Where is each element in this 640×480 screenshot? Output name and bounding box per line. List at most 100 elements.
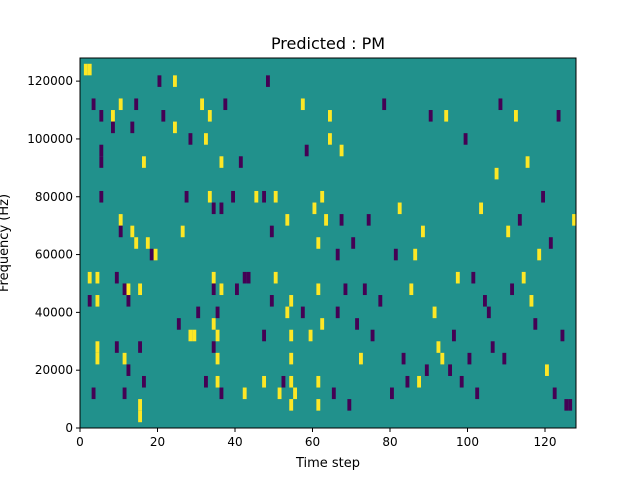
heatmap-cell <box>91 387 96 400</box>
heatmap-cell <box>114 341 119 353</box>
heatmap-cell <box>436 341 441 353</box>
y-tick-label: 100000 <box>27 132 73 146</box>
chart-title: Predicted : PM <box>271 34 385 53</box>
heatmap-cell <box>215 352 220 365</box>
heatmap-cell <box>514 110 518 122</box>
heatmap-cell <box>281 375 286 388</box>
heatmap-cell <box>475 387 480 400</box>
heatmap-cell <box>289 399 294 411</box>
heatmap-cell <box>142 375 146 388</box>
heatmap-cell <box>300 98 305 111</box>
x-tick-label: 40 <box>227 435 242 449</box>
heatmap-cell <box>444 110 449 122</box>
heatmap-cell <box>91 98 96 111</box>
heatmap-cell <box>122 352 127 365</box>
heatmap-cell <box>498 98 503 111</box>
heatmap-cell <box>126 364 131 376</box>
heatmap-cell <box>95 271 100 284</box>
heatmap-cell <box>378 295 383 307</box>
heatmap-cell <box>157 75 162 87</box>
heatmap-cell <box>87 63 92 76</box>
heatmap-cell <box>122 283 127 296</box>
heatmap-cell <box>316 399 321 411</box>
heatmap-cell <box>316 237 321 249</box>
heatmap-cell <box>359 352 363 365</box>
heatmap-cell <box>308 329 313 342</box>
heatmap-cell <box>479 202 484 215</box>
heatmap-cells <box>83 63 577 423</box>
heatmap-cell <box>486 306 491 319</box>
y-tick-label: 120000 <box>27 74 73 88</box>
heatmap-cell <box>138 283 143 296</box>
heatmap-cell <box>188 133 193 145</box>
heatmap-cell <box>126 283 131 296</box>
x-axis: 0 20 40 60 80 100 120 <box>76 428 556 449</box>
heatmap-cell <box>285 306 290 319</box>
heatmap-cell <box>188 329 193 342</box>
x-tick-label: 0 <box>76 435 84 449</box>
heatmap-cell <box>382 98 387 111</box>
heatmap-cell <box>362 283 367 296</box>
heatmap-cell <box>545 364 549 376</box>
heatmap-cell <box>95 295 100 307</box>
heatmap-cell <box>145 237 150 249</box>
heatmap-cell <box>289 295 294 307</box>
y-tick-label: 80000 <box>35 190 73 204</box>
heatmap-cell <box>494 167 499 180</box>
heatmap-cell <box>219 202 224 215</box>
y-axis: 0 20000 40000 60000 80000 100000 120000 <box>27 74 80 435</box>
heatmap-cell <box>161 110 166 122</box>
heatmap-cell <box>300 306 305 319</box>
heatmap-cell <box>285 214 290 226</box>
y-tick-label: 0 <box>65 421 73 435</box>
heatmap-cell <box>432 306 437 319</box>
heatmap-cell <box>87 271 92 284</box>
heatmap-cell <box>506 225 511 238</box>
x-tick-label: 60 <box>305 435 320 449</box>
heatmap-cell <box>111 121 115 134</box>
plot-area <box>79 57 577 429</box>
y-tick-label: 20000 <box>35 363 73 377</box>
heatmap-cell <box>448 364 453 376</box>
heatmap-cell <box>331 387 336 400</box>
heatmap-cell <box>126 295 131 307</box>
heatmap-cell <box>490 341 495 353</box>
heatmap-cell <box>320 318 325 330</box>
heatmap-cell <box>269 295 274 307</box>
heatmap-cell <box>335 306 340 319</box>
heatmap-cell <box>440 352 445 365</box>
heatmap-cell <box>99 190 104 203</box>
heatmap-cell <box>95 341 100 353</box>
heatmap-cell <box>269 225 274 238</box>
y-axis-label: Frequency (Hz) <box>0 194 12 292</box>
heatmap-cell <box>463 133 468 145</box>
heatmap-cell <box>510 283 515 296</box>
heatmap-cell <box>238 156 243 168</box>
heatmap-cell <box>83 63 88 76</box>
heatmap-cell <box>95 352 100 365</box>
heatmap-cell <box>339 144 344 157</box>
heatmap-cell <box>111 110 115 122</box>
heatmap-cell <box>560 329 565 342</box>
heatmap-cell <box>312 202 317 215</box>
heatmap-cell <box>417 375 422 388</box>
heatmap-cell <box>273 271 278 284</box>
heatmap-cell <box>254 190 259 203</box>
heatmap-cell <box>99 144 104 157</box>
heatmap-cell <box>204 133 208 145</box>
heatmap-cell <box>459 375 464 388</box>
heatmap-cell <box>525 156 530 168</box>
heatmap-cell <box>262 329 267 342</box>
heatmap-cell <box>266 75 270 87</box>
heatmap-cell <box>273 190 278 203</box>
heatmap-cell <box>343 283 348 296</box>
heatmap-cell <box>138 399 143 411</box>
heatmap-cell <box>204 375 208 388</box>
heatmap-cell <box>196 306 201 319</box>
heatmap-cell <box>320 190 325 203</box>
heatmap-cell <box>153 248 158 261</box>
heatmap-cell <box>483 295 487 307</box>
heatmap-cell <box>200 98 205 111</box>
heatmap-cell <box>219 156 224 168</box>
heatmap-cell <box>87 295 92 307</box>
